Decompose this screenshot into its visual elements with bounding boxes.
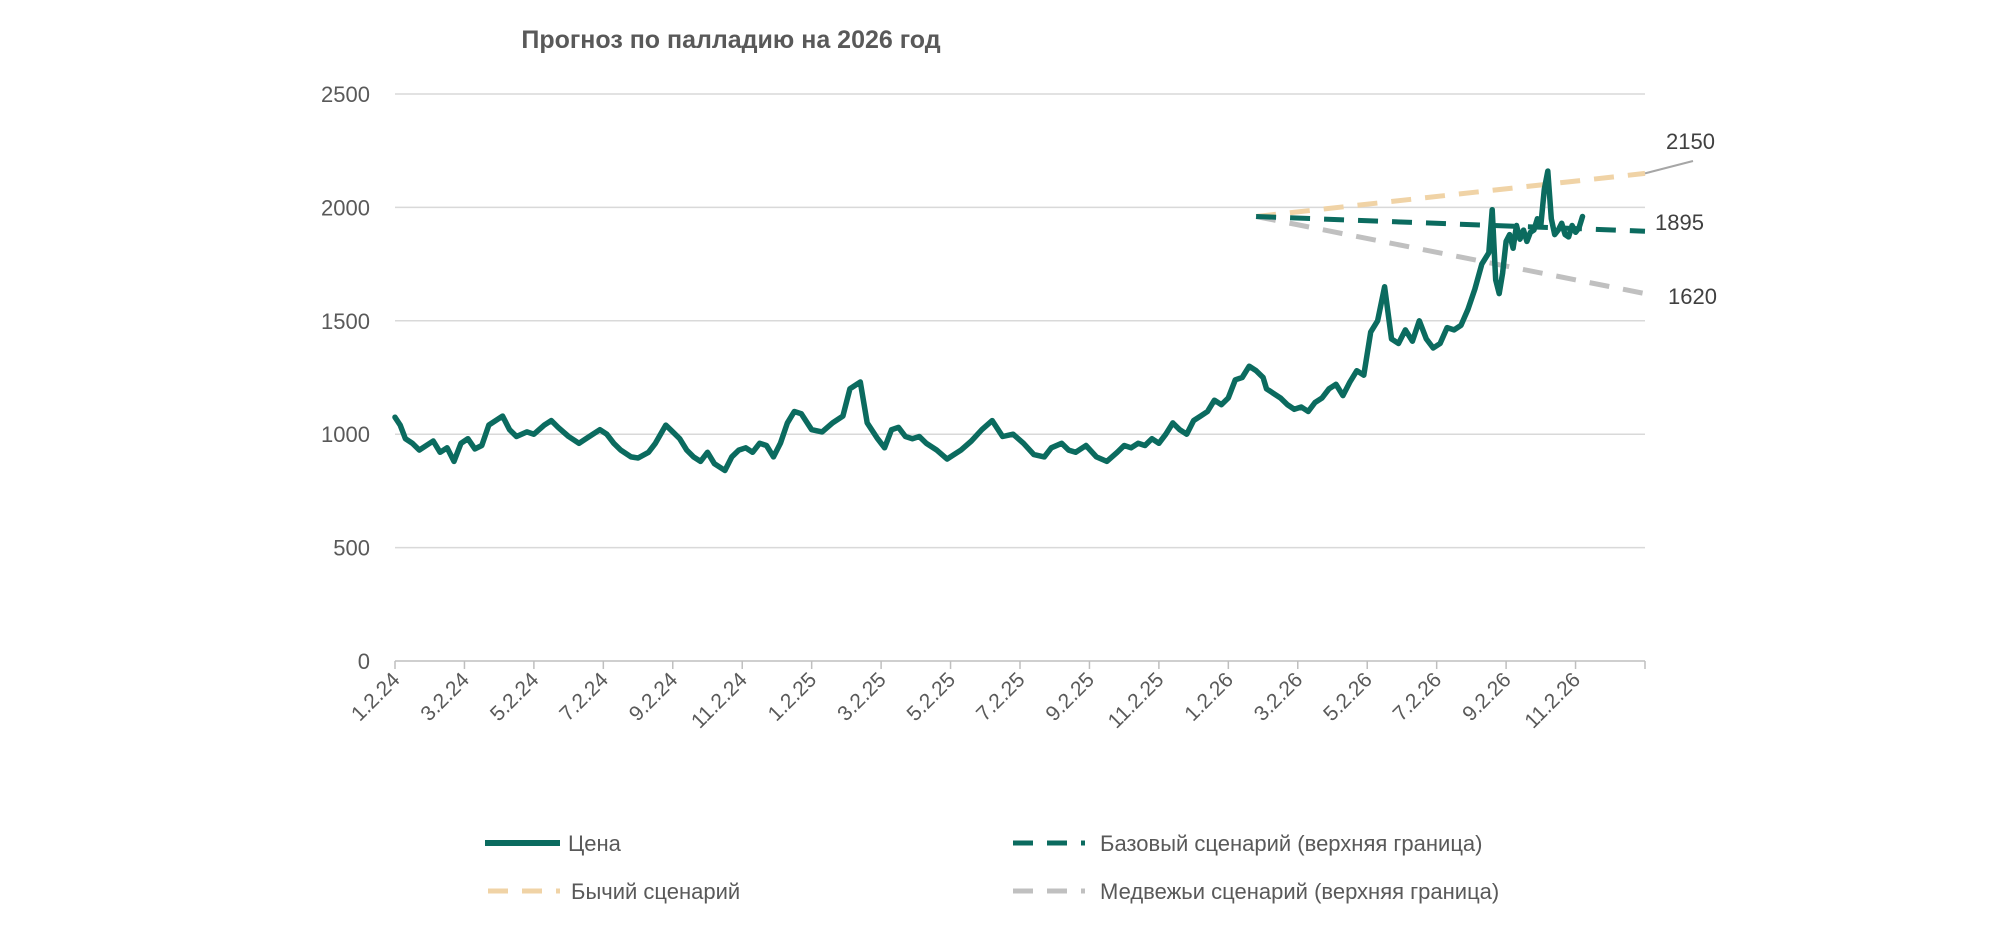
- y-axis-ticks: 0 500 1000 1500 2000 2500: [321, 82, 370, 674]
- y-tick-label: 0: [358, 649, 370, 674]
- legend: Цена Базовый сценарий (верхняя граница) Бы…: [485, 831, 1499, 904]
- x-tick-label: 1.2.25: [764, 668, 822, 726]
- x-tick-label: 7.2.26: [1389, 668, 1447, 726]
- annotation-1895: 1895: [1655, 210, 1704, 235]
- x-tick-label: 9.2.25: [1041, 668, 1099, 726]
- annotation-1620: 1620: [1668, 284, 1717, 309]
- price-line: [392, 168, 1586, 474]
- y-tick-label: 500: [333, 536, 370, 561]
- x-tick-label: 9.2.24: [625, 668, 683, 726]
- legend-label: Цена: [568, 831, 622, 856]
- x-tick-label: 7.2.24: [555, 668, 613, 726]
- annotation-2150: 2150: [1666, 129, 1715, 154]
- base-scenario-line: [1256, 214, 1646, 234]
- legend-label: Бычий сценарий: [571, 879, 740, 904]
- x-tick-label: 5.2.25: [903, 668, 961, 726]
- series: [392, 168, 1646, 474]
- y-tick-label: 2500: [321, 82, 370, 107]
- gridlines: [395, 93, 1645, 549]
- annotations: 2150 1895 1620: [1644, 129, 1717, 309]
- y-tick-label: 1000: [321, 422, 370, 447]
- x-tick-label: 3.2.26: [1250, 668, 1308, 726]
- y-tick-label: 1500: [321, 309, 370, 334]
- x-tick-label: 7.2.25: [972, 668, 1030, 726]
- annotation-leader-line: [1644, 160, 1694, 175]
- bear-scenario-line: [1255, 214, 1646, 297]
- legend-label: Медвежьи сценарий (верхняя граница): [1100, 879, 1499, 904]
- x-tick-label: 5.2.26: [1319, 668, 1377, 726]
- x-tick-label: 11.2.26: [1520, 668, 1585, 733]
- chart-title: Прогноз по палладию на 2026 год: [521, 26, 940, 54]
- y-tick-label: 2000: [321, 195, 370, 220]
- x-axis: 1.2.24 3.2.24 5.2.24 7.2.24 9.2.24 11.2.24 1.2…: [347, 660, 1646, 733]
- x-tick-label: 3.2.25: [833, 668, 891, 726]
- legend-label: Базовый сценарий (верхняя граница): [1100, 831, 1482, 856]
- x-tick-label: 11.2.24: [687, 668, 752, 733]
- x-tick-label: 1.2.24: [347, 668, 405, 726]
- x-tick-label: 11.2.25: [1104, 668, 1169, 733]
- x-tick-label: 3.2.24: [416, 668, 474, 726]
- x-tick-label: 9.2.26: [1458, 668, 1516, 726]
- bull-scenario-line: [1255, 170, 1646, 219]
- x-tick-label: 1.2.26: [1180, 668, 1238, 726]
- x-tick-label: 5.2.24: [486, 668, 544, 726]
